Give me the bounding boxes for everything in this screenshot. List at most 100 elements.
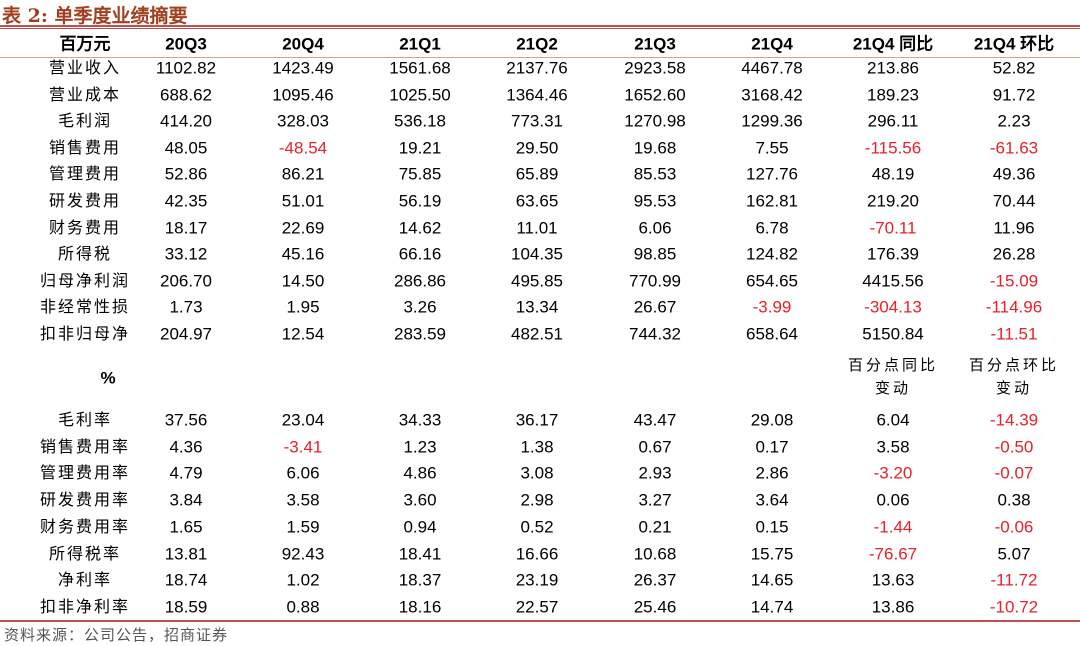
row-label: 财务费用 [48, 217, 122, 237]
cell: 18.37 [398, 570, 442, 590]
cell: 1.38 [520, 437, 554, 457]
column-header: 百分点环比变动 [968, 356, 1059, 397]
cell: 13.34 [515, 297, 559, 317]
cell: 22.69 [281, 218, 325, 238]
cell: 536.18 [394, 111, 446, 131]
cell: 1095.46 [272, 85, 334, 105]
cell: 14.65 [750, 570, 794, 590]
row-label: 研发费用率 [39, 490, 131, 510]
top-rule-thin [0, 28, 1080, 29]
cell: 0.17 [755, 437, 789, 457]
cell: 206.70 [160, 271, 212, 291]
cell: 11.01 [516, 218, 558, 238]
cell: 189.23 [867, 85, 919, 105]
cell: 4.86 [403, 463, 437, 483]
cell: 3.60 [403, 490, 437, 510]
cell: 26.37 [633, 570, 677, 590]
cell: 22.57 [515, 597, 559, 617]
unit-header: % [100, 368, 116, 388]
cell: 162.81 [746, 191, 798, 211]
cell: 219.20 [867, 191, 919, 211]
cell: 1270.98 [624, 111, 686, 131]
cell: 10.68 [633, 544, 677, 563]
row-label: 管理费用 [48, 164, 122, 184]
column-header: 21Q4 同比 [852, 34, 934, 54]
cell: 26.67 [633, 297, 677, 317]
cell: 3.84 [169, 490, 203, 510]
cell: 0.38 [997, 490, 1031, 510]
cell: 2.93 [638, 463, 672, 483]
row-label: 所得税率 [48, 543, 122, 563]
cell: 37.56 [164, 410, 208, 430]
column-header: 21Q3 [634, 34, 676, 54]
cell: 4415.56 [862, 271, 924, 291]
cell: 14.50 [281, 271, 325, 291]
cell: 43.47 [633, 410, 677, 430]
cell: 1364.46 [506, 85, 568, 105]
cell: 75.85 [398, 164, 442, 184]
cell: -115.56 [864, 138, 922, 158]
cell: 34.33 [398, 410, 442, 430]
cell: 49.36 [992, 164, 1036, 184]
row-label: 毛利润 [57, 111, 113, 131]
cell: 0.21 [638, 517, 672, 537]
cell: 18.74 [164, 570, 208, 590]
cell: 482.51 [511, 324, 563, 344]
cell: 19.68 [633, 138, 677, 158]
cell: -70.11 [869, 218, 917, 238]
cell: 14.74 [750, 597, 794, 617]
cell: 3.64 [755, 490, 789, 510]
cell: 48.19 [871, 164, 915, 184]
cell: 19.21 [398, 138, 442, 158]
cell: 1.73 [169, 297, 203, 317]
cell: 1.23 [403, 437, 437, 457]
cell: 70.44 [992, 191, 1036, 211]
row-label: 研发费用 [48, 191, 122, 210]
cell: 15.75 [750, 544, 794, 563]
column-header: 21Q1 [399, 34, 441, 54]
row-label: 营业成本 [48, 84, 122, 104]
cell: 42.35 [164, 191, 208, 211]
cell: -304.13 [864, 297, 922, 317]
cell: 16.66 [515, 544, 559, 563]
cell: 86.21 [281, 164, 325, 184]
cell: 1025.50 [389, 85, 451, 105]
cell: -48.54 [278, 138, 328, 158]
cell: 127.76 [746, 164, 798, 184]
cell: 66.16 [398, 244, 442, 264]
cell: 33.12 [164, 244, 208, 264]
cell: 1299.36 [741, 111, 803, 131]
cell: 744.32 [629, 324, 681, 344]
cell: 56.19 [398, 191, 442, 211]
column-header: 21Q2 [516, 34, 558, 54]
cell: -76.67 [868, 544, 918, 563]
cell: 5.07 [997, 544, 1031, 563]
row-label: 销售费用率 [39, 436, 131, 456]
row-label: 销售费用 [48, 137, 122, 157]
row-label: 所得税 [57, 244, 113, 264]
cell: 0.06 [876, 490, 910, 510]
cell: 36.17 [515, 410, 559, 430]
cell: 52.82 [992, 58, 1036, 78]
cell: 45.16 [281, 244, 325, 264]
row-label: 营业收入 [48, 58, 122, 77]
cell: 1652.60 [624, 85, 686, 105]
cell: 6.06 [638, 218, 672, 238]
row-label: 财务费用率 [39, 516, 131, 536]
cell: 414.20 [160, 111, 212, 131]
cell: 213.86 [867, 58, 919, 78]
cell: -14.39 [989, 410, 1039, 430]
cell: 495.85 [511, 271, 563, 291]
cell: 2923.58 [624, 58, 686, 78]
table-title: 表 2: 单季度业绩摘要 [2, 5, 188, 27]
cell: 23.04 [281, 410, 325, 430]
cell: 13.63 [871, 570, 915, 590]
cell: 176.39 [867, 244, 919, 264]
cell: -3.99 [752, 297, 792, 317]
cell: 2.86 [755, 463, 789, 483]
cell: 1102.82 [155, 58, 217, 78]
top-rule [0, 25, 1080, 27]
cell: 3.58 [286, 490, 320, 510]
cell: -1.44 [873, 517, 913, 537]
cell: 0.88 [286, 597, 320, 617]
